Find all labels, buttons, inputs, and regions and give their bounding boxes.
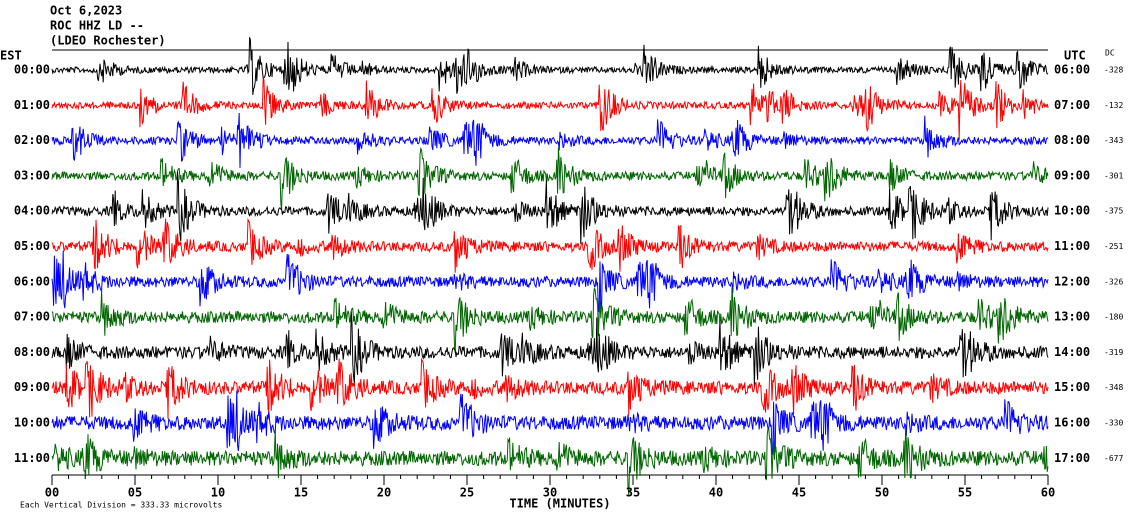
dc-offset: -343 xyxy=(1104,136,1123,145)
trace xyxy=(51,357,1049,419)
x-tick-label: 60 xyxy=(1041,486,1055,500)
trace xyxy=(51,426,1049,496)
x-tick-label: 00 xyxy=(45,486,59,500)
utc-hour: 16:00 xyxy=(1054,416,1090,430)
trace xyxy=(51,37,1049,95)
dc-offset: -319 xyxy=(1104,348,1123,357)
dc-offset: -132 xyxy=(1104,101,1123,110)
utc-hour: 06:00 xyxy=(1054,63,1090,77)
dc-label: DC xyxy=(1105,49,1115,58)
est-hour: 11:00 xyxy=(14,451,50,465)
est-label: EST xyxy=(0,49,22,63)
utc-hour: 17:00 xyxy=(1054,451,1090,465)
dc-offset: -251 xyxy=(1104,242,1123,251)
est-hour: 05:00 xyxy=(14,239,50,253)
utc-label: UTC xyxy=(1064,49,1086,63)
est-hour: 00:00 xyxy=(14,63,50,77)
dc-offset: -330 xyxy=(1104,419,1123,428)
trace xyxy=(51,286,1049,354)
utc-hour: 14:00 xyxy=(1054,345,1090,359)
x-tick-label: 25 xyxy=(460,486,474,500)
date: Oct 6,2023 xyxy=(50,4,122,18)
est-hour: 01:00 xyxy=(14,98,50,112)
est-hour: 06:00 xyxy=(14,274,50,288)
dc-offset: -375 xyxy=(1104,207,1123,216)
est-hour: 07:00 xyxy=(14,310,50,324)
utc-hour: 10:00 xyxy=(1054,204,1090,218)
dc-offset: -180 xyxy=(1104,313,1123,322)
est-hour: 04:00 xyxy=(14,204,50,218)
utc-hour: 15:00 xyxy=(1054,380,1090,394)
network: (LDEO Rochester) xyxy=(50,34,166,48)
trace xyxy=(51,171,1049,245)
x-label: TIME (MINUTES) xyxy=(509,497,610,511)
x-tick-label: 55 xyxy=(958,486,972,500)
utc-hour: 11:00 xyxy=(1054,239,1090,253)
x-tick-label: 40 xyxy=(709,486,723,500)
est-hour: 02:00 xyxy=(14,133,50,147)
trace xyxy=(51,147,1049,211)
est-hour: 09:00 xyxy=(14,380,50,394)
x-tick-label: 20 xyxy=(377,486,391,500)
utc-hour: 13:00 xyxy=(1054,310,1090,324)
x-tick-label: 50 xyxy=(875,486,889,500)
trace xyxy=(51,112,1049,168)
x-tick-label: 15 xyxy=(294,486,308,500)
est-hour: 10:00 xyxy=(14,416,50,430)
x-tick-label: 30 xyxy=(543,486,557,500)
x-tick-label: 05 xyxy=(128,486,142,500)
station: ROC HHZ LD -- xyxy=(50,19,144,33)
dc-offset: -328 xyxy=(1104,66,1123,75)
est-hour: 08:00 xyxy=(14,345,50,359)
utc-hour: 12:00 xyxy=(1054,274,1090,288)
est-hour: 03:00 xyxy=(14,168,50,182)
utc-hour: 07:00 xyxy=(1054,98,1090,112)
dc-offset: -677 xyxy=(1104,454,1123,463)
trace xyxy=(51,311,1049,387)
trace xyxy=(51,250,1049,313)
dc-offset: -301 xyxy=(1104,171,1123,180)
x-tick-label: 45 xyxy=(792,486,806,500)
dc-offset: -348 xyxy=(1104,383,1123,392)
trace xyxy=(51,217,1049,273)
trace xyxy=(51,77,1049,140)
dc-offset: -326 xyxy=(1104,277,1123,286)
trace xyxy=(51,390,1049,456)
x-tick-label: 10 xyxy=(211,486,225,500)
utc-hour: 08:00 xyxy=(1054,133,1090,147)
x-tick-label: 35 xyxy=(626,486,640,500)
note: Each Vertical Division = 333.33 microvol… xyxy=(20,501,222,510)
utc-hour: 09:00 xyxy=(1054,168,1090,182)
